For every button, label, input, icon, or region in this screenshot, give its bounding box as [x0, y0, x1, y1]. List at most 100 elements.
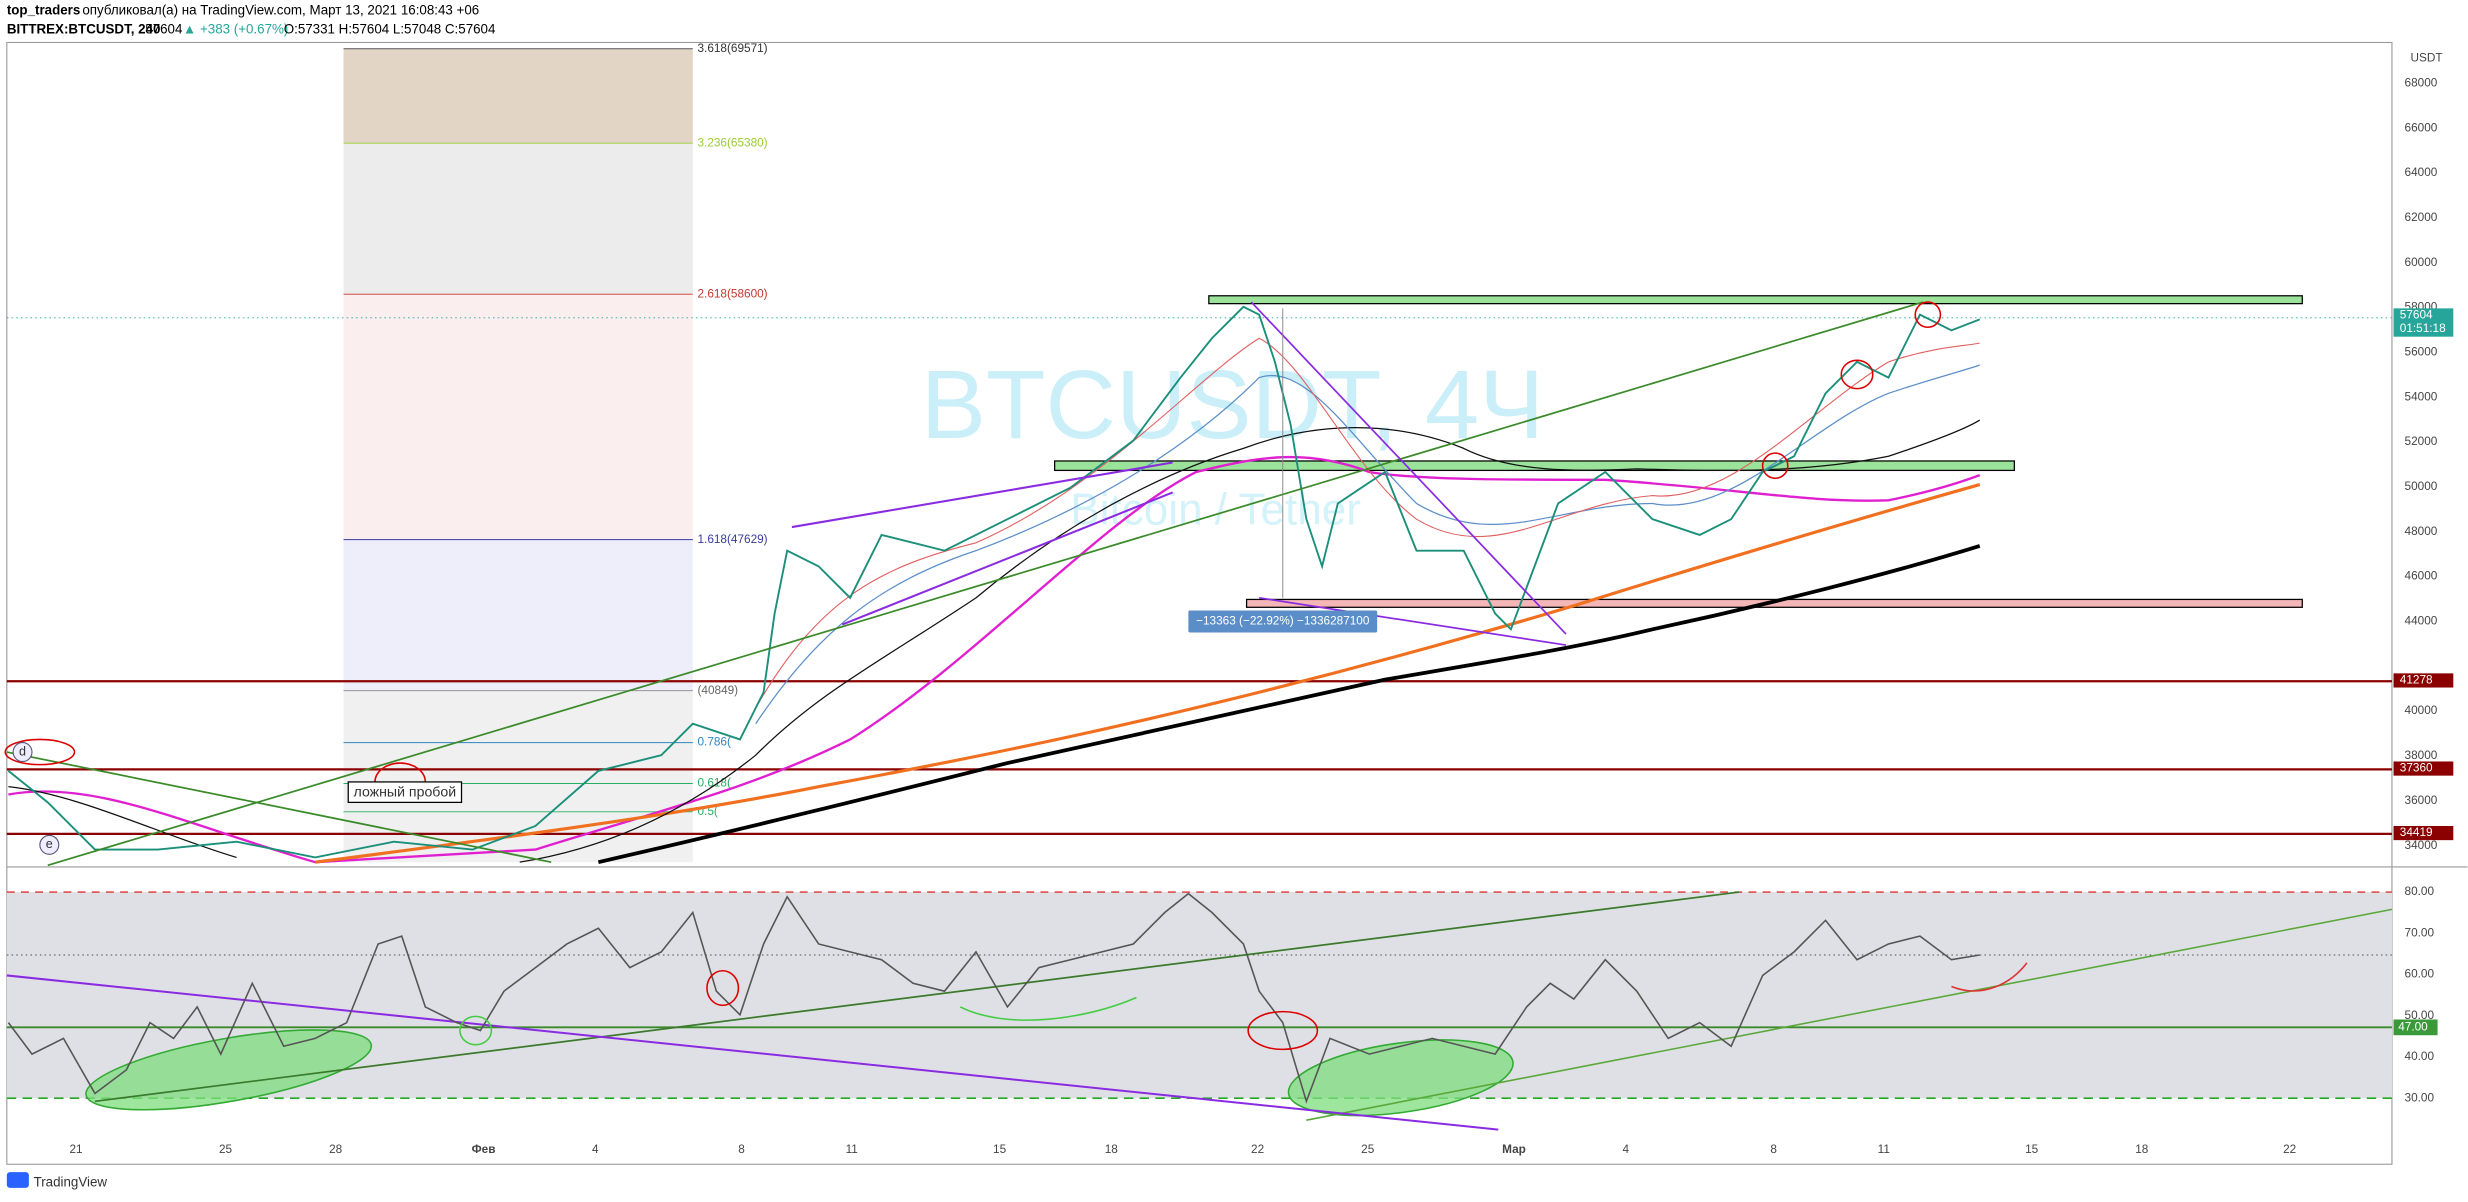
watermark-sub: Bitcoin / Tether [1070, 486, 1361, 535]
ellipse-shape [1287, 1039, 1514, 1117]
marker-e-label: e [46, 837, 53, 851]
last-price: 57604 [145, 21, 183, 36]
rect-shape [343, 539, 693, 691]
measure-label: −13363 (−22.92%) −1336287100 [1196, 615, 1370, 628]
line-shape [1250, 301, 1567, 635]
time-tick-label: 22 [2283, 1143, 2296, 1156]
fib-label: 3.618(69571) [698, 42, 768, 55]
price-path [7, 305, 1981, 859]
time-axis: 21 25 28 Фев 4 8 11 15 18 22 25 Мар 4 8 11 15 18 22 [69, 1143, 2296, 1156]
moving-averages [8, 337, 1981, 865]
path-shape [8, 455, 1981, 864]
line-shape [1306, 908, 2393, 1121]
rect-shape [343, 294, 693, 540]
line-shape [791, 461, 1173, 529]
rsi-badge-label: 47.00 [2398, 1020, 2428, 1033]
price-tick-label: 38000 [2405, 749, 2438, 762]
fib-label: 0.786( [698, 736, 731, 749]
time-tick-label: 15 [2025, 1143, 2039, 1156]
price-tick-label: 68000 [2405, 76, 2438, 89]
path-shape [755, 364, 1980, 725]
ellipse-shape [1247, 1010, 1319, 1051]
ellipse-shape [1761, 452, 1789, 480]
chart-frame [6, 41, 2393, 1165]
price-tick-label: 62000 [2405, 211, 2438, 224]
time-tick-label: 4 [1622, 1143, 1629, 1156]
price-tick-label: 36000 [2405, 794, 2438, 807]
rsi-band [6, 892, 2392, 1099]
line-shape [6, 751, 552, 864]
time-tick-label: 28 [329, 1143, 343, 1156]
price-badge-label: 57604 [2400, 309, 2433, 322]
time-tick-label: 25 [1361, 1143, 1375, 1156]
path-shape [597, 544, 1981, 865]
fib-label: 3.236(65380) [698, 136, 768, 149]
time-tick-label: 11 [1878, 1143, 1890, 1156]
fib-label: 0.618( [698, 777, 731, 790]
trend-lines [4, 301, 1942, 867]
time-tick-label: Мар [1502, 1143, 1526, 1156]
price-tick-label: 40000 [2405, 704, 2438, 717]
published: опубликовал(а) на TradingView.com, Март … [82, 3, 479, 18]
line-shape [47, 301, 1924, 867]
author: top_traders [7, 3, 81, 18]
path-shape [959, 996, 1137, 1021]
false-breakout: ложный пробой [354, 784, 457, 800]
path-shape [755, 337, 1980, 709]
marker-d [12, 742, 33, 763]
price-badge [2393, 308, 2454, 337]
fib-label: 2.618(58600) [698, 287, 768, 300]
price-badge-label: 37360 [2400, 762, 2433, 775]
time-tick-label: 15 [993, 1143, 1007, 1156]
rect-shape [343, 48, 693, 144]
path-shape [8, 419, 1981, 863]
rsi-axis: 80.00 70.00 60.00 50.00 40.00 30.00 47.00 [2393, 885, 2438, 1104]
time-tick-label: 21 [69, 1143, 82, 1156]
price-badge [2393, 825, 2454, 841]
time-tick-label: 18 [2135, 1143, 2149, 1156]
marker-d-label: d [19, 744, 26, 758]
time-tick-label: 18 [1105, 1143, 1119, 1156]
path-shape [314, 483, 1981, 864]
currency: USDT [2411, 51, 2443, 64]
time-tick-label: 8 [1770, 1143, 1777, 1156]
price-badge-label: 41278 [2400, 674, 2433, 687]
footer-brand: TradingView [34, 1175, 108, 1190]
resistance-zone [1208, 295, 2303, 305]
line-shape [6, 974, 1499, 1131]
rect-shape [343, 143, 693, 295]
price-badge-label: 34419 [2400, 826, 2433, 839]
rsi-tick-label: 30.00 [2405, 1091, 2435, 1104]
price-tick-label: 64000 [2405, 166, 2438, 179]
price-axis: 6800066000640006200060000580005600054000… [2393, 76, 2454, 852]
line-shape [94, 891, 1740, 1103]
rsi-badge [2393, 1019, 2438, 1036]
callout-box [347, 781, 463, 804]
price-tick-label: 50000 [2405, 480, 2438, 493]
fib-label: (40849) [698, 684, 739, 697]
levels [6, 680, 2392, 835]
rsi-tick-label: 40.00 [2405, 1050, 2435, 1063]
price-tick-label: 34000 [2405, 839, 2438, 852]
price-tick-label: 44000 [2405, 615, 2438, 628]
ellipse-shape [4, 738, 76, 766]
rsi-tick-label: 60.00 [2405, 968, 2435, 981]
ellipse-shape [706, 969, 740, 1007]
time-tick-label: 25 [219, 1143, 233, 1156]
time-tick-label: 8 [738, 1143, 745, 1156]
price-tick-label: 66000 [2405, 121, 2438, 134]
price-badge [2393, 761, 2454, 776]
ellipse-shape [85, 1029, 373, 1111]
line-shape [841, 491, 1174, 626]
measure-box [1188, 610, 1378, 633]
price-badge [2393, 673, 2454, 688]
polyline-shape [7, 892, 1980, 1104]
price-badge-timer: 01:51:18 [2400, 322, 2446, 335]
time-tick-label: 22 [1251, 1143, 1264, 1156]
time-tick-label: Фев [472, 1143, 496, 1156]
mid-zone [1054, 460, 2015, 472]
price-tick-label: 46000 [2405, 570, 2438, 583]
watermark: BTCUSDT, 4Ч [921, 350, 1544, 459]
rsi-tick-label: 80.00 [2405, 885, 2435, 898]
path-shape [1951, 962, 2028, 992]
